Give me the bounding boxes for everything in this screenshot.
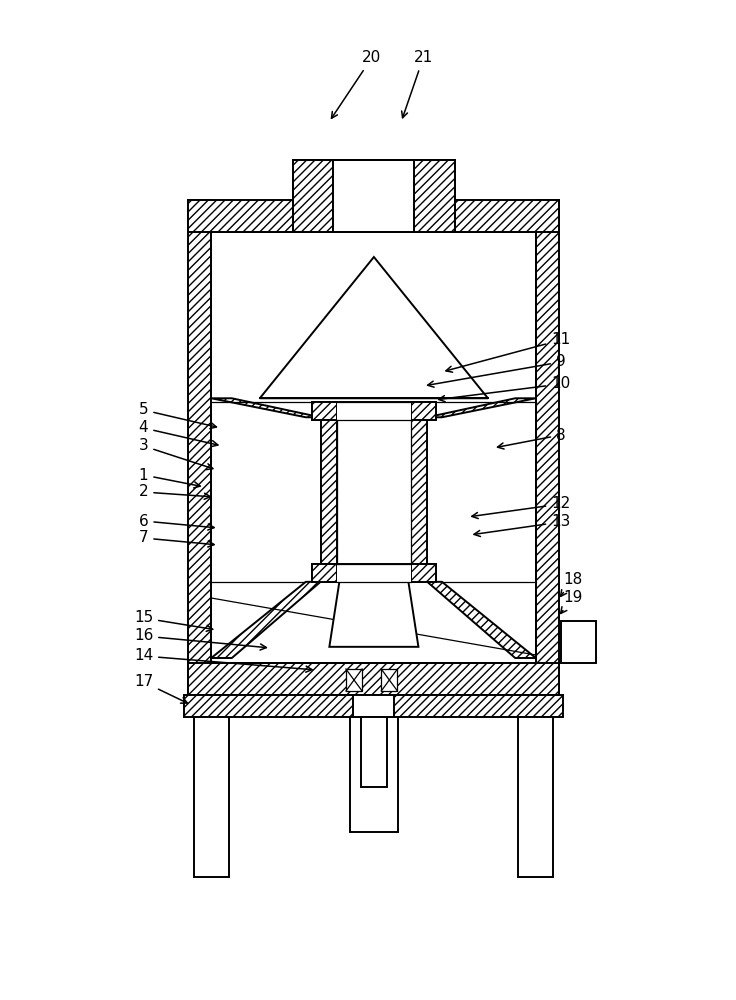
Bar (211, 232, 536, 663)
Bar (311, 402, 436, 420)
Text: 16: 16 (134, 629, 266, 650)
Bar (337, 564, 411, 582)
Bar (561, 621, 596, 663)
Polygon shape (211, 582, 321, 658)
Text: 3: 3 (138, 438, 213, 470)
Bar (411, 420, 427, 564)
Text: 21: 21 (402, 50, 433, 118)
Text: 5: 5 (138, 402, 216, 429)
Bar (346, 669, 362, 691)
Bar (414, 160, 455, 232)
Bar (188, 663, 559, 695)
Text: 10: 10 (439, 376, 570, 402)
Bar (333, 160, 414, 232)
Polygon shape (427, 398, 536, 417)
Bar (311, 402, 336, 420)
Bar (381, 669, 397, 691)
Bar (311, 564, 336, 582)
Text: 1: 1 (138, 468, 200, 488)
Bar (188, 200, 211, 695)
Bar (518, 717, 553, 877)
Bar (337, 420, 411, 564)
Text: 4: 4 (138, 420, 218, 447)
Text: 17: 17 (134, 674, 188, 703)
Text: 15: 15 (134, 610, 213, 631)
Polygon shape (330, 582, 418, 647)
Bar (321, 420, 337, 564)
Bar (411, 564, 436, 582)
Bar (361, 717, 387, 787)
Bar (188, 200, 559, 232)
Bar (184, 695, 563, 717)
Bar (350, 717, 398, 832)
Bar (536, 200, 559, 695)
Text: 9: 9 (428, 355, 566, 387)
Text: 2: 2 (138, 485, 210, 499)
Polygon shape (260, 257, 488, 398)
Bar (411, 402, 436, 420)
Polygon shape (427, 582, 536, 658)
Text: 19: 19 (561, 590, 582, 613)
Bar (194, 717, 229, 877)
Text: 11: 11 (446, 332, 570, 372)
Polygon shape (211, 398, 321, 417)
Bar (293, 160, 333, 232)
Bar (353, 695, 394, 717)
Bar (311, 564, 436, 582)
Text: 6: 6 (138, 514, 214, 530)
Text: 14: 14 (134, 648, 312, 672)
Text: 13: 13 (474, 514, 570, 537)
Text: 7: 7 (138, 530, 214, 547)
Text: 12: 12 (472, 496, 570, 519)
Text: 8: 8 (498, 428, 566, 449)
Text: 20: 20 (331, 50, 381, 118)
Bar (321, 420, 427, 564)
Text: 18: 18 (561, 572, 582, 596)
Bar (337, 402, 411, 420)
